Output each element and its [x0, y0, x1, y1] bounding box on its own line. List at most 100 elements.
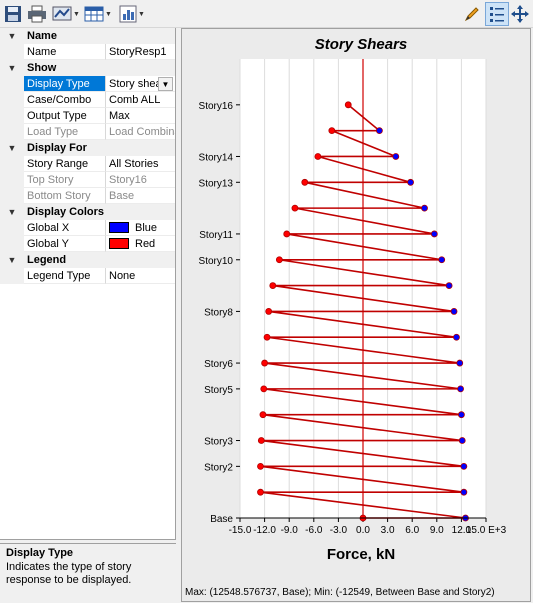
- x-tick-label: -6.0: [305, 525, 323, 536]
- category-name[interactable]: ▼ Name: [0, 28, 175, 44]
- prop-row-legend-type[interactable]: Legend Type None: [0, 268, 175, 284]
- prop-row-case-combo[interactable]: Case/Combo Comb ALL: [0, 92, 175, 108]
- output-type-select[interactable]: Max: [106, 108, 175, 124]
- x-tick-label: -9.0: [281, 525, 299, 536]
- save-button[interactable]: [4, 3, 22, 25]
- prop-row-load-type: Load Type Load Combina: [0, 124, 175, 140]
- data-point: [450, 308, 458, 315]
- color-swatch-blue: [109, 222, 129, 233]
- prop-row-top-story: Top Story Story16: [0, 172, 175, 188]
- load-type-value: Load Combina: [106, 124, 175, 140]
- pencil-icon: [463, 5, 481, 23]
- prop-row-global-x[interactable]: Global X Blue: [0, 220, 175, 236]
- data-point: [457, 411, 465, 419]
- bottom-story-value: Base: [106, 188, 175, 204]
- data-point: [460, 488, 468, 496]
- chart-options-icon: [52, 5, 72, 23]
- data-point: [314, 153, 322, 160]
- story-label: Story16: [199, 101, 234, 112]
- story-label: Story13: [199, 178, 234, 189]
- property-grid: ▼ Name Name StoryResp1 ▼ Show Display Ty…: [0, 28, 176, 540]
- print-icon: [27, 5, 47, 23]
- move-button[interactable]: [511, 3, 529, 25]
- display-type-select[interactable]: Story shea ▼: [106, 76, 175, 92]
- data-point: [260, 385, 268, 393]
- data-point: [257, 437, 265, 444]
- data-point: [257, 462, 264, 470]
- data-point: [259, 411, 267, 419]
- move-icon: [511, 5, 529, 23]
- x-tick-label: 0.0: [356, 525, 370, 536]
- description-panel: Display Type Indicates the type of story…: [0, 543, 176, 603]
- bar-chart-button[interactable]: ▼: [119, 3, 145, 25]
- data-point: [265, 308, 273, 315]
- prop-row-global-y[interactable]: Global Y Red: [0, 236, 175, 252]
- status-bar: Max: (12548.576737, Base); Min: (-12549,…: [185, 587, 495, 598]
- data-point: [458, 437, 466, 444]
- story-label: Story10: [199, 256, 234, 267]
- x-axis-ticks: -15.0 -12.0 -9.0 -6.0 -3.0 0.0 3.0 6.0 9.0 12.015…: [229, 518, 507, 536]
- color-swatch-red: [109, 238, 129, 249]
- x-tick-label: 6.0: [405, 525, 419, 536]
- chart-options-button[interactable]: ▼: [52, 3, 80, 25]
- data-point: [257, 488, 264, 496]
- x-tick-label: 12.0: [452, 525, 472, 536]
- table-button[interactable]: ▼: [84, 3, 112, 25]
- prop-row-name[interactable]: Name StoryResp1: [0, 44, 175, 60]
- data-point: [457, 385, 464, 393]
- story-label: Story8: [204, 307, 233, 318]
- chart-panel[interactable]: Base Story2 Story3 Story5 Story6 Story8 Story1…: [181, 28, 531, 602]
- description-text: Indicates the type of story response to …: [6, 561, 132, 586]
- story-label: Story11: [199, 230, 233, 241]
- chevron-down-icon[interactable]: ▼: [158, 77, 173, 91]
- data-point: [438, 256, 446, 264]
- description-title: Display Type: [6, 547, 74, 559]
- table-icon: [84, 5, 104, 23]
- x-tick-label: -15.0: [229, 525, 252, 536]
- bar-chart-icon: [119, 5, 137, 23]
- story-range-select[interactable]: All Stories: [106, 156, 175, 172]
- global-y-color[interactable]: Red: [106, 236, 175, 252]
- prop-row-bottom-story: Bottom Story Base: [0, 188, 175, 204]
- data-point: [291, 204, 299, 212]
- prop-row-display-type[interactable]: Display Type Story shea ▼: [0, 76, 175, 92]
- global-x-color[interactable]: Blue: [106, 220, 175, 236]
- prop-row-story-range[interactable]: Story Range All Stories: [0, 156, 175, 172]
- name-field[interactable]: StoryResp1: [106, 44, 175, 60]
- collapse-icon[interactable]: ▼: [7, 63, 17, 73]
- category-show[interactable]: ▼ Show: [0, 60, 175, 76]
- print-button[interactable]: [27, 3, 47, 25]
- case-combo-select[interactable]: Comb ALL: [106, 92, 175, 108]
- data-point: [283, 230, 291, 238]
- story-label: Story2: [204, 462, 233, 473]
- data-point: [301, 178, 309, 186]
- category-legend[interactable]: ▼ Legend: [0, 252, 175, 268]
- data-point: [456, 359, 464, 367]
- data-point: [421, 204, 428, 212]
- collapse-icon[interactable]: ▼: [7, 255, 17, 265]
- x-tick-label: -3.0: [330, 525, 348, 536]
- collapse-icon[interactable]: ▼: [7, 207, 17, 217]
- data-point: [460, 462, 468, 470]
- data-point: [430, 230, 438, 238]
- x-tick-label: 9.0: [430, 525, 444, 536]
- category-display-for[interactable]: ▼ Display For: [0, 140, 175, 156]
- edit-button[interactable]: [463, 3, 481, 25]
- prop-row-output-type[interactable]: Output Type Max: [0, 108, 175, 124]
- collapse-icon[interactable]: ▼: [7, 143, 17, 153]
- data-point: [263, 333, 271, 341]
- story-shear-chart[interactable]: Base Story2 Story3 Story5 Story6 Story8 Story1…: [182, 29, 530, 579]
- category-display-colors[interactable]: ▼ Display Colors: [0, 204, 175, 220]
- legend-list-icon: [488, 5, 506, 23]
- data-point: [445, 282, 453, 289]
- data-point: [261, 359, 268, 367]
- x-axis-label: Force, kN: [327, 546, 395, 563]
- data-point: [344, 101, 352, 109]
- chevron-down-icon: ▼: [138, 10, 145, 18]
- legend-type-select[interactable]: None: [106, 268, 175, 284]
- collapse-icon[interactable]: ▼: [7, 31, 17, 41]
- legend-button[interactable]: [485, 2, 509, 26]
- data-point: [453, 333, 460, 341]
- story-label: Base: [210, 514, 233, 525]
- data-point: [275, 256, 283, 264]
